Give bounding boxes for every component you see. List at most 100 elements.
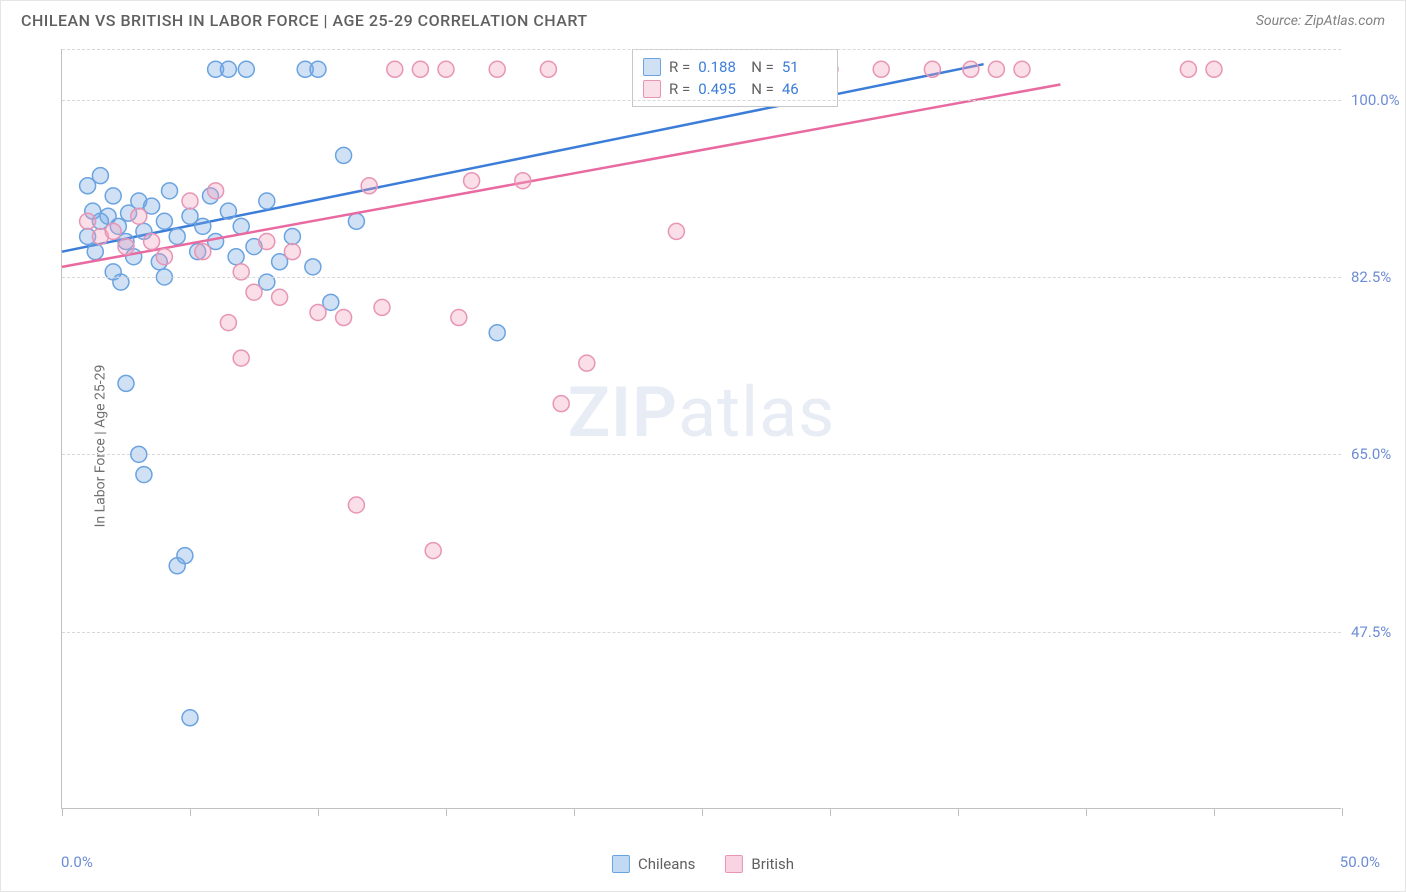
gridline-horizontal (62, 632, 1341, 633)
x-tick (446, 808, 447, 816)
data-point (284, 244, 300, 260)
data-point (169, 228, 185, 244)
data-point (220, 203, 236, 219)
x-tick (1086, 808, 1087, 816)
x-axis-min-label: 0.0% (61, 853, 93, 871)
data-point (374, 299, 390, 315)
legend-label: Chileans (638, 855, 695, 873)
data-point (1206, 61, 1222, 77)
legend-label: British (751, 855, 794, 873)
data-point (105, 188, 121, 204)
x-tick (958, 808, 959, 816)
x-tick (1214, 808, 1215, 816)
data-point (540, 61, 556, 77)
data-point (336, 310, 352, 326)
stats-n-label: N = (751, 80, 774, 98)
plot-area: ZIPatlas R =0.188N =51R =0.495N =46 47.5… (61, 49, 1341, 809)
data-point (272, 289, 288, 305)
data-point (489, 61, 505, 77)
data-point (80, 213, 96, 229)
data-point (144, 234, 160, 250)
y-tick-label: 47.5% (1351, 623, 1406, 641)
data-point (348, 213, 364, 229)
data-point (246, 284, 262, 300)
data-point (182, 710, 198, 726)
legend-item: Chileans (612, 855, 695, 873)
x-tick (574, 808, 575, 816)
stats-r-value: 0.495 (698, 80, 743, 98)
y-tick-label: 100.0% (1351, 91, 1406, 109)
gridline-horizontal (62, 277, 1341, 278)
stats-r-label: R = (669, 80, 690, 98)
data-point (233, 350, 249, 366)
stats-row: R = 0.188 N = 51 (643, 56, 827, 78)
data-point (873, 61, 889, 77)
data-point (220, 61, 236, 77)
chart-svg (62, 49, 1342, 809)
chart-header: CHILEAN VS BRITISH IN LABOR FORCE | AGE … (1, 1, 1405, 38)
data-point (412, 61, 428, 77)
data-point (425, 543, 441, 559)
stats-n-value: 46 (782, 80, 827, 98)
data-point (451, 310, 467, 326)
correlation-stats-box: R = 0.188 N = 51 R = 0.495 N = 46 (632, 49, 838, 107)
data-point (515, 173, 531, 189)
stats-swatch (643, 80, 661, 98)
data-point (92, 168, 108, 184)
data-point (156, 213, 172, 229)
data-point (438, 61, 454, 77)
data-point (220, 315, 236, 331)
data-point (924, 61, 940, 77)
data-point (387, 61, 403, 77)
x-tick (1342, 808, 1343, 816)
trend-line (62, 84, 1060, 266)
data-point (87, 244, 103, 260)
stats-r-value: 0.188 (698, 58, 743, 76)
stats-n-label: N = (751, 58, 774, 76)
data-point (156, 249, 172, 265)
legend-item: British (725, 855, 794, 873)
data-point (228, 249, 244, 265)
x-tick (62, 808, 63, 816)
data-point (131, 208, 147, 224)
data-point (118, 239, 134, 255)
data-point (553, 396, 569, 412)
data-point (105, 223, 121, 239)
data-point (361, 178, 377, 194)
y-tick-label: 82.5% (1351, 268, 1406, 286)
data-point (195, 244, 211, 260)
x-tick (190, 808, 191, 816)
data-point (182, 193, 198, 209)
gridline-horizontal (62, 49, 1341, 50)
x-tick (318, 808, 319, 816)
data-point (208, 183, 224, 199)
data-point (963, 61, 979, 77)
legend: Chileans British (612, 855, 794, 873)
data-point (238, 61, 254, 77)
data-point (195, 218, 211, 234)
stats-n-value: 51 (782, 58, 827, 76)
stats-row: R = 0.495 N = 46 (643, 78, 827, 100)
data-point (118, 375, 134, 391)
data-point (988, 61, 1004, 77)
legend-swatch (725, 855, 743, 873)
data-point (348, 497, 364, 513)
data-point (305, 259, 321, 275)
chart-title: CHILEAN VS BRITISH IN LABOR FORCE | AGE … (21, 11, 588, 30)
data-point (162, 183, 178, 199)
data-point (489, 325, 505, 341)
legend-swatch (612, 855, 630, 873)
chart-source: Source: ZipAtlas.com (1256, 13, 1385, 29)
data-point (1180, 61, 1196, 77)
data-point (136, 467, 152, 483)
x-axis-max-label: 50.0% (1340, 853, 1380, 871)
x-tick (702, 808, 703, 816)
stats-swatch (643, 58, 661, 76)
data-point (464, 173, 480, 189)
x-tick (830, 808, 831, 816)
stats-r-label: R = (669, 58, 690, 76)
chart-container: CHILEAN VS BRITISH IN LABOR FORCE | AGE … (0, 0, 1406, 892)
data-point (284, 228, 300, 244)
data-point (310, 304, 326, 320)
gridline-horizontal (62, 100, 1341, 101)
